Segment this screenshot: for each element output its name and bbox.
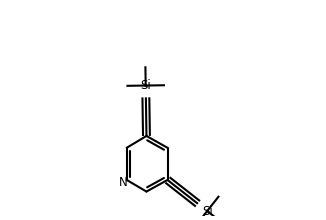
Text: N: N (119, 176, 128, 189)
Text: Si: Si (140, 79, 151, 92)
Text: Si: Si (202, 205, 213, 218)
